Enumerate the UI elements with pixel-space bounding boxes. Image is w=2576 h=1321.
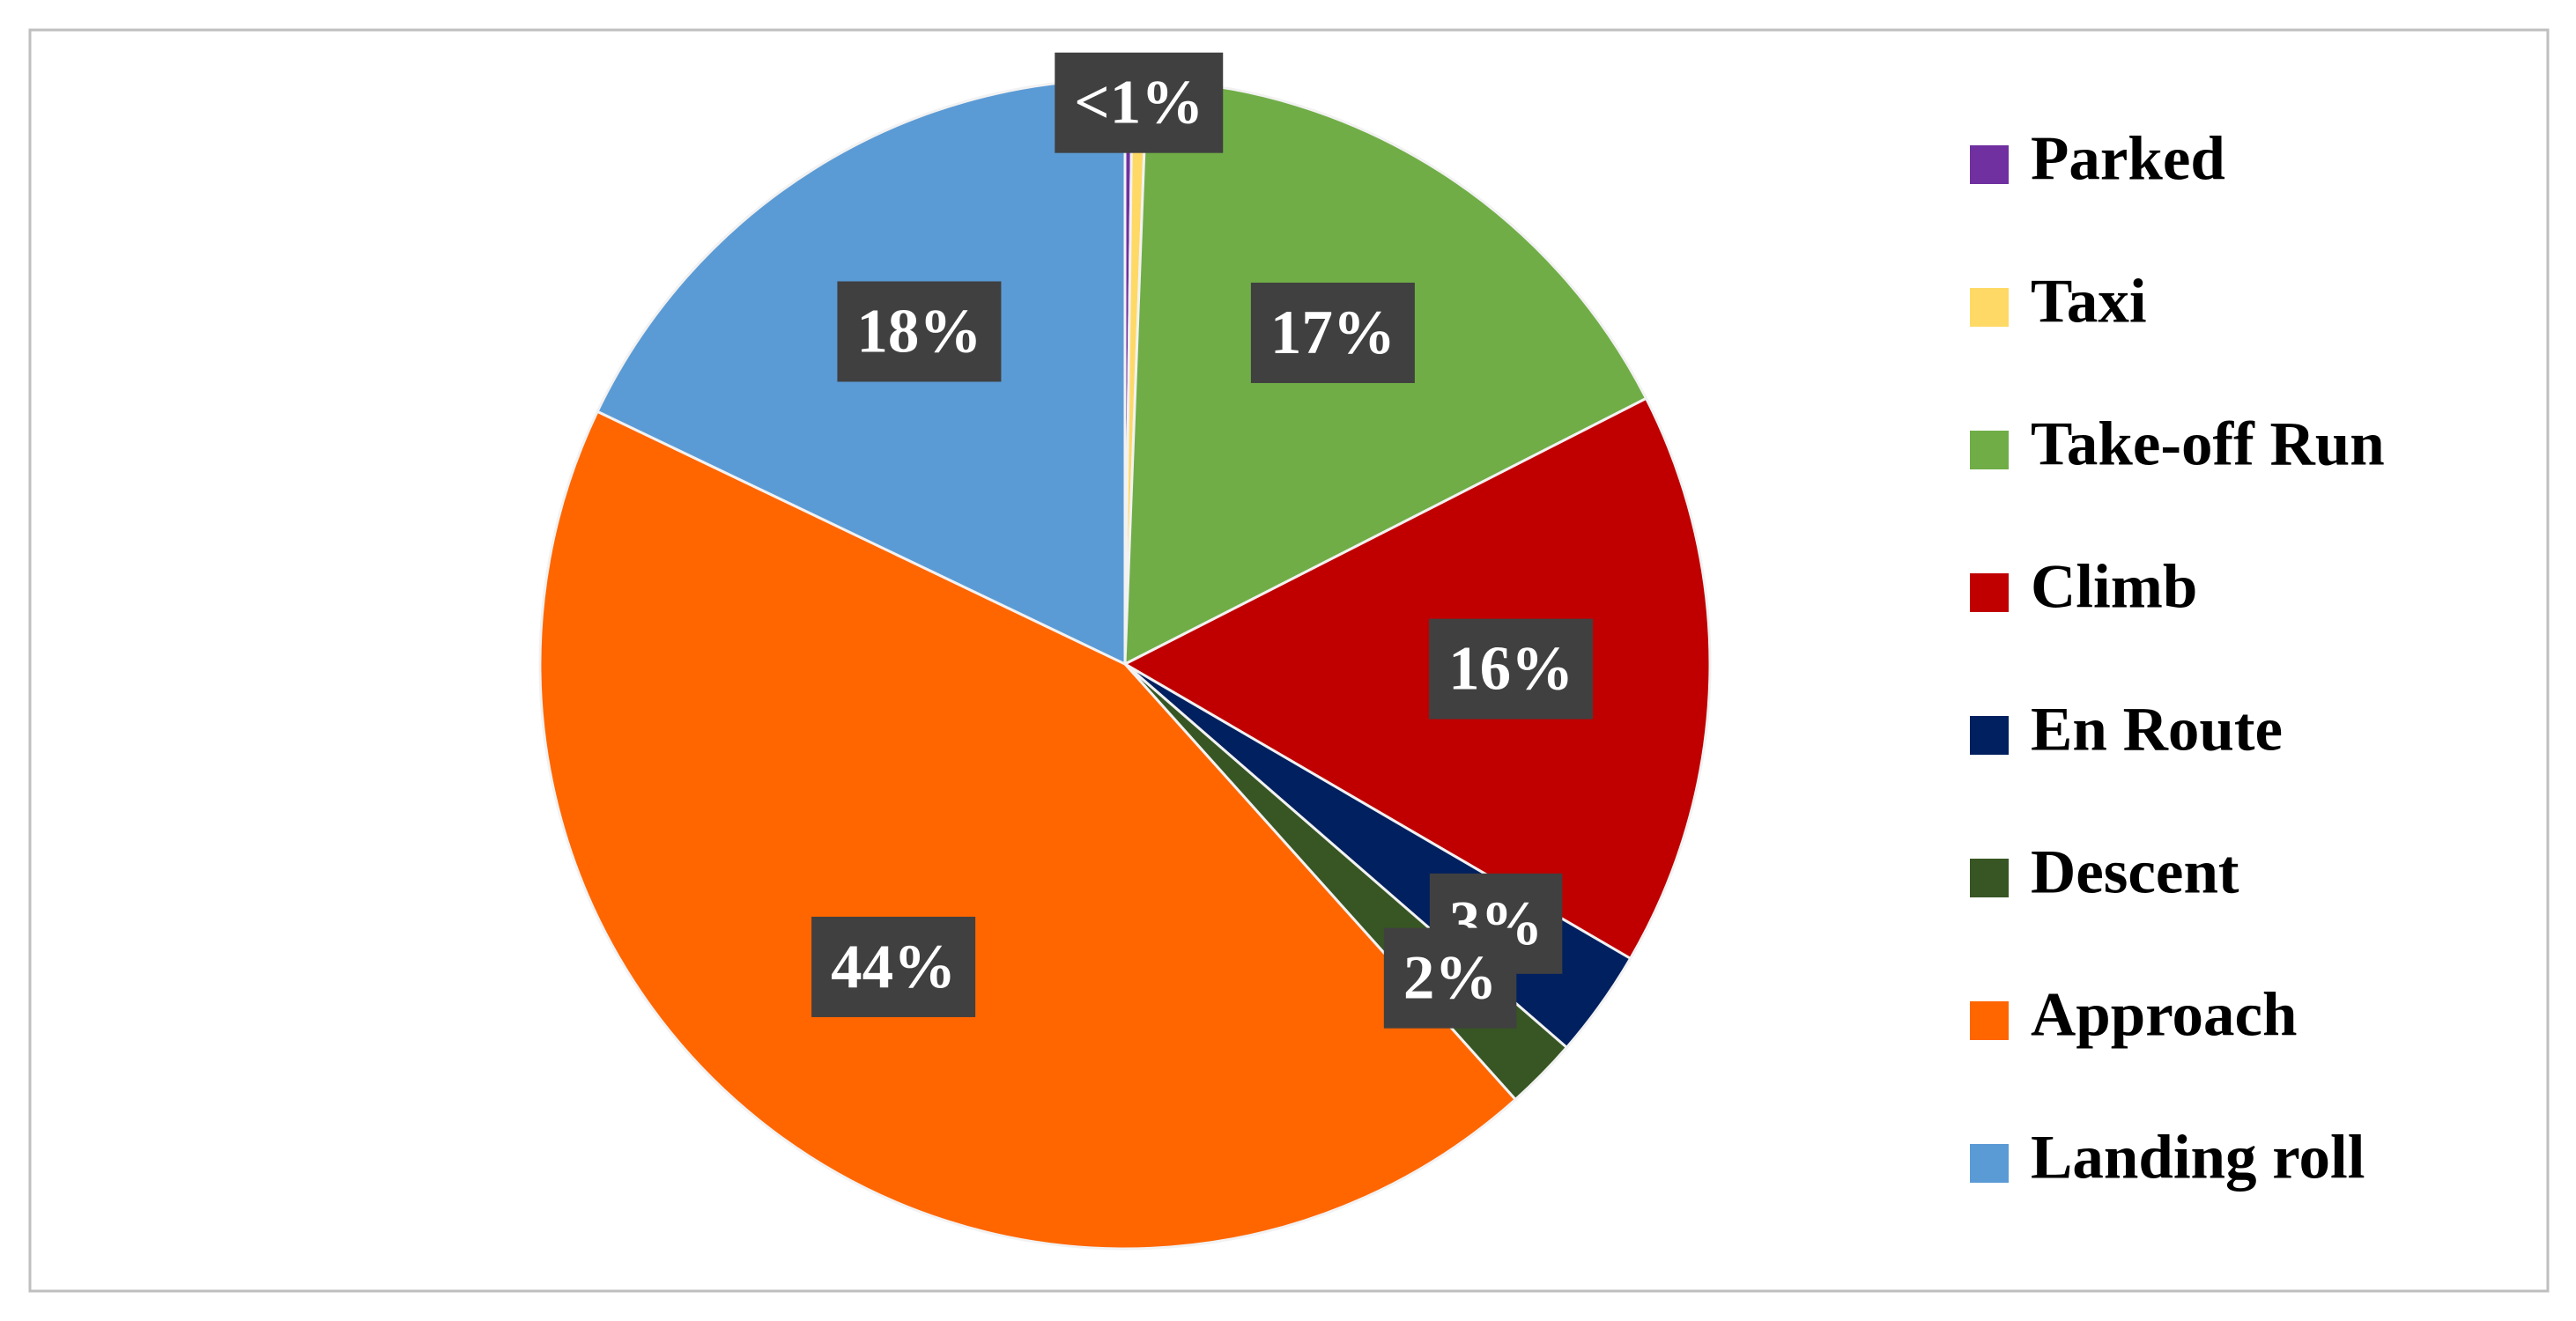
legend-label: Approach xyxy=(2031,980,2297,1049)
data-label-text: 2% xyxy=(1403,944,1498,1013)
data-label: 2% xyxy=(1383,927,1517,1029)
legend-swatch xyxy=(1970,716,2009,755)
legend-label: Take-off Run xyxy=(2031,410,2385,478)
data-label: 18% xyxy=(837,281,1002,382)
legend-swatch xyxy=(1970,1144,2009,1183)
data-label-text: 18% xyxy=(856,297,981,365)
data-label-text: 44% xyxy=(831,933,956,1001)
legend-swatch xyxy=(1970,288,2009,327)
data-label-box xyxy=(1383,927,1517,1029)
data-label: <1% xyxy=(1055,52,1224,153)
legend-swatch xyxy=(1970,1001,2009,1040)
data-label: 16% xyxy=(1429,618,1594,720)
data-label-box xyxy=(837,281,1002,382)
data-label-box xyxy=(1055,52,1224,153)
data-label-text: 17% xyxy=(1270,299,1395,367)
legend-label: En Route xyxy=(2031,695,2283,764)
pie-slice xyxy=(538,410,1518,1251)
legend-label: Taxi xyxy=(2031,267,2147,336)
data-label: 17% xyxy=(1250,282,1415,383)
data-label-box xyxy=(811,916,976,1017)
data-label-box xyxy=(1250,282,1415,383)
data-label-text: 16% xyxy=(1448,635,1573,704)
legend-label: Climb xyxy=(2031,552,2197,621)
legend-swatch xyxy=(1970,145,2009,184)
data-label-text: <1% xyxy=(1074,69,1203,137)
legend-label: Parked xyxy=(2031,124,2225,193)
legend-label: Descent xyxy=(2031,838,2239,906)
legend-label: Landing roll xyxy=(2031,1123,2365,1192)
data-label: 44% xyxy=(811,916,976,1017)
pie-slice xyxy=(1121,396,1712,961)
legend-swatch xyxy=(1970,431,2009,469)
legend-swatch xyxy=(1970,859,2009,897)
data-label-box xyxy=(1429,618,1594,720)
legend-swatch xyxy=(1970,573,2009,612)
